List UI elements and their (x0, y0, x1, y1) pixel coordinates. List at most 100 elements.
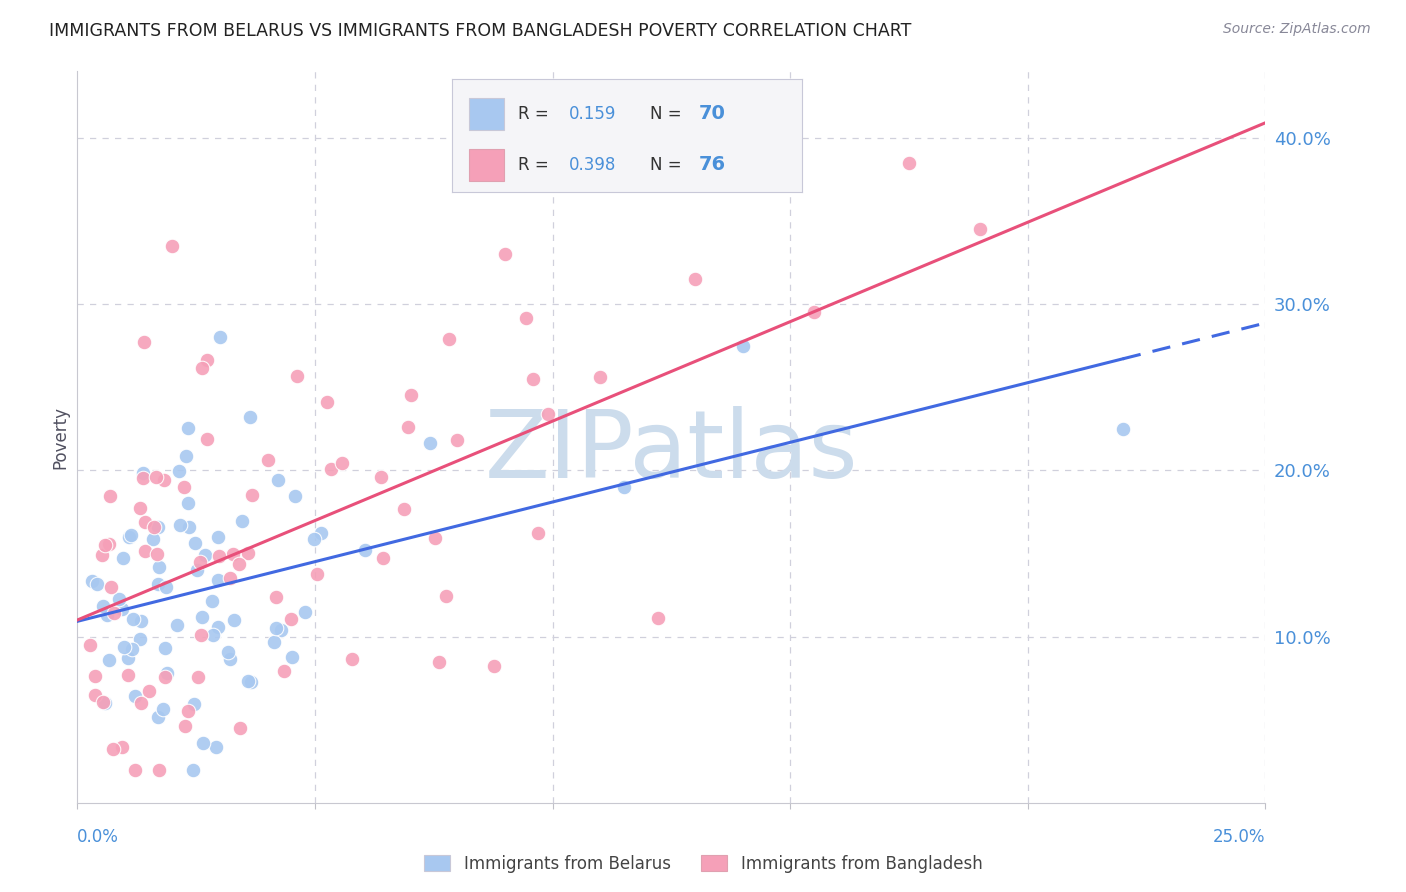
Point (340, 652, 363, 666)
Point (218, 652, 240, 666)
Point (155, 641, 177, 656)
Point (354, 542, 377, 557)
Point (683, 272, 706, 286)
Text: IMMIGRANTS FROM BELARUS VS IMMIGRANTS FROM BANGLADESH POVERTY CORRELATION CHART: IMMIGRANTS FROM BELARUS VS IMMIGRANTS FR… (49, 22, 911, 40)
Point (437, 332, 460, 346)
Point (201, 594, 224, 608)
Point (169, 517, 191, 532)
Point (111, 601, 134, 615)
Point (228, 721, 250, 735)
Point (111, 551, 134, 566)
Point (228, 557, 250, 571)
Point (231, 515, 253, 529)
Point (181, 763, 204, 777)
Point (117, 668, 139, 682)
Point (191, 361, 214, 376)
Point (494, 247, 516, 261)
Point (613, 480, 636, 494)
Point (1112, 422, 1135, 436)
Point (97, 536, 120, 550)
Point (399, 388, 422, 402)
Point (148, 559, 170, 574)
Point (132, 467, 155, 481)
Point (309, 525, 332, 540)
Point (117, 651, 139, 665)
Point (169, 464, 191, 478)
Point (396, 420, 419, 434)
Point (224, 614, 246, 628)
Point (257, 452, 280, 467)
Point (107, 592, 129, 607)
Point (370, 470, 392, 484)
Point (588, 370, 610, 384)
Point (120, 528, 142, 542)
Point (188, 555, 211, 569)
Point (217, 645, 239, 659)
Point (284, 489, 307, 503)
Point (128, 500, 150, 515)
Point (97, 653, 120, 667)
Point (128, 632, 150, 646)
Point (264, 621, 287, 635)
Point (305, 566, 328, 581)
Point (112, 640, 135, 655)
Point (111, 739, 134, 754)
Point (100, 580, 122, 594)
Point (96, 608, 118, 623)
Point (419, 435, 441, 450)
Point (207, 530, 229, 544)
Point (152, 702, 174, 716)
Point (191, 610, 214, 624)
Point (267, 473, 290, 487)
Point (124, 763, 146, 777)
Point (280, 612, 302, 626)
Point (294, 605, 316, 619)
Point (202, 628, 225, 642)
Point (134, 516, 156, 530)
Point (969, 222, 991, 236)
Point (117, 530, 139, 544)
Point (142, 532, 165, 546)
Point (93, 695, 115, 709)
Point (522, 372, 544, 386)
Point (193, 736, 215, 750)
Point (273, 665, 295, 679)
Point (264, 590, 287, 604)
Point (148, 763, 170, 777)
Point (373, 550, 395, 565)
Point (194, 548, 217, 562)
Point (263, 634, 285, 648)
Point (195, 353, 218, 368)
Point (84, 688, 107, 702)
Point (803, 305, 825, 319)
Text: ZIPatlas: ZIPatlas (485, 406, 858, 498)
Point (93, 696, 115, 710)
Point (155, 580, 177, 594)
Point (121, 611, 143, 625)
Point (515, 310, 537, 325)
Point (129, 696, 152, 710)
Point (207, 620, 229, 634)
Point (186, 563, 208, 577)
Point (280, 649, 302, 664)
Point (239, 674, 262, 689)
Point (446, 433, 468, 447)
Point (101, 742, 124, 756)
Point (100, 489, 122, 503)
Point (647, 611, 669, 625)
Point (153, 473, 176, 487)
Point (195, 432, 218, 446)
Point (184, 536, 207, 550)
Legend: Immigrants from Belarus, Immigrants from Bangladesh: Immigrants from Belarus, Immigrants from… (418, 848, 988, 880)
Point (145, 547, 167, 561)
Point (207, 573, 229, 587)
Point (129, 614, 152, 628)
Point (176, 421, 198, 435)
Point (94, 538, 117, 552)
Point (86, 577, 108, 591)
Point (482, 658, 505, 673)
Point (153, 670, 176, 684)
Text: 0.0%: 0.0% (77, 828, 120, 846)
Point (162, 239, 184, 253)
Point (219, 571, 242, 585)
